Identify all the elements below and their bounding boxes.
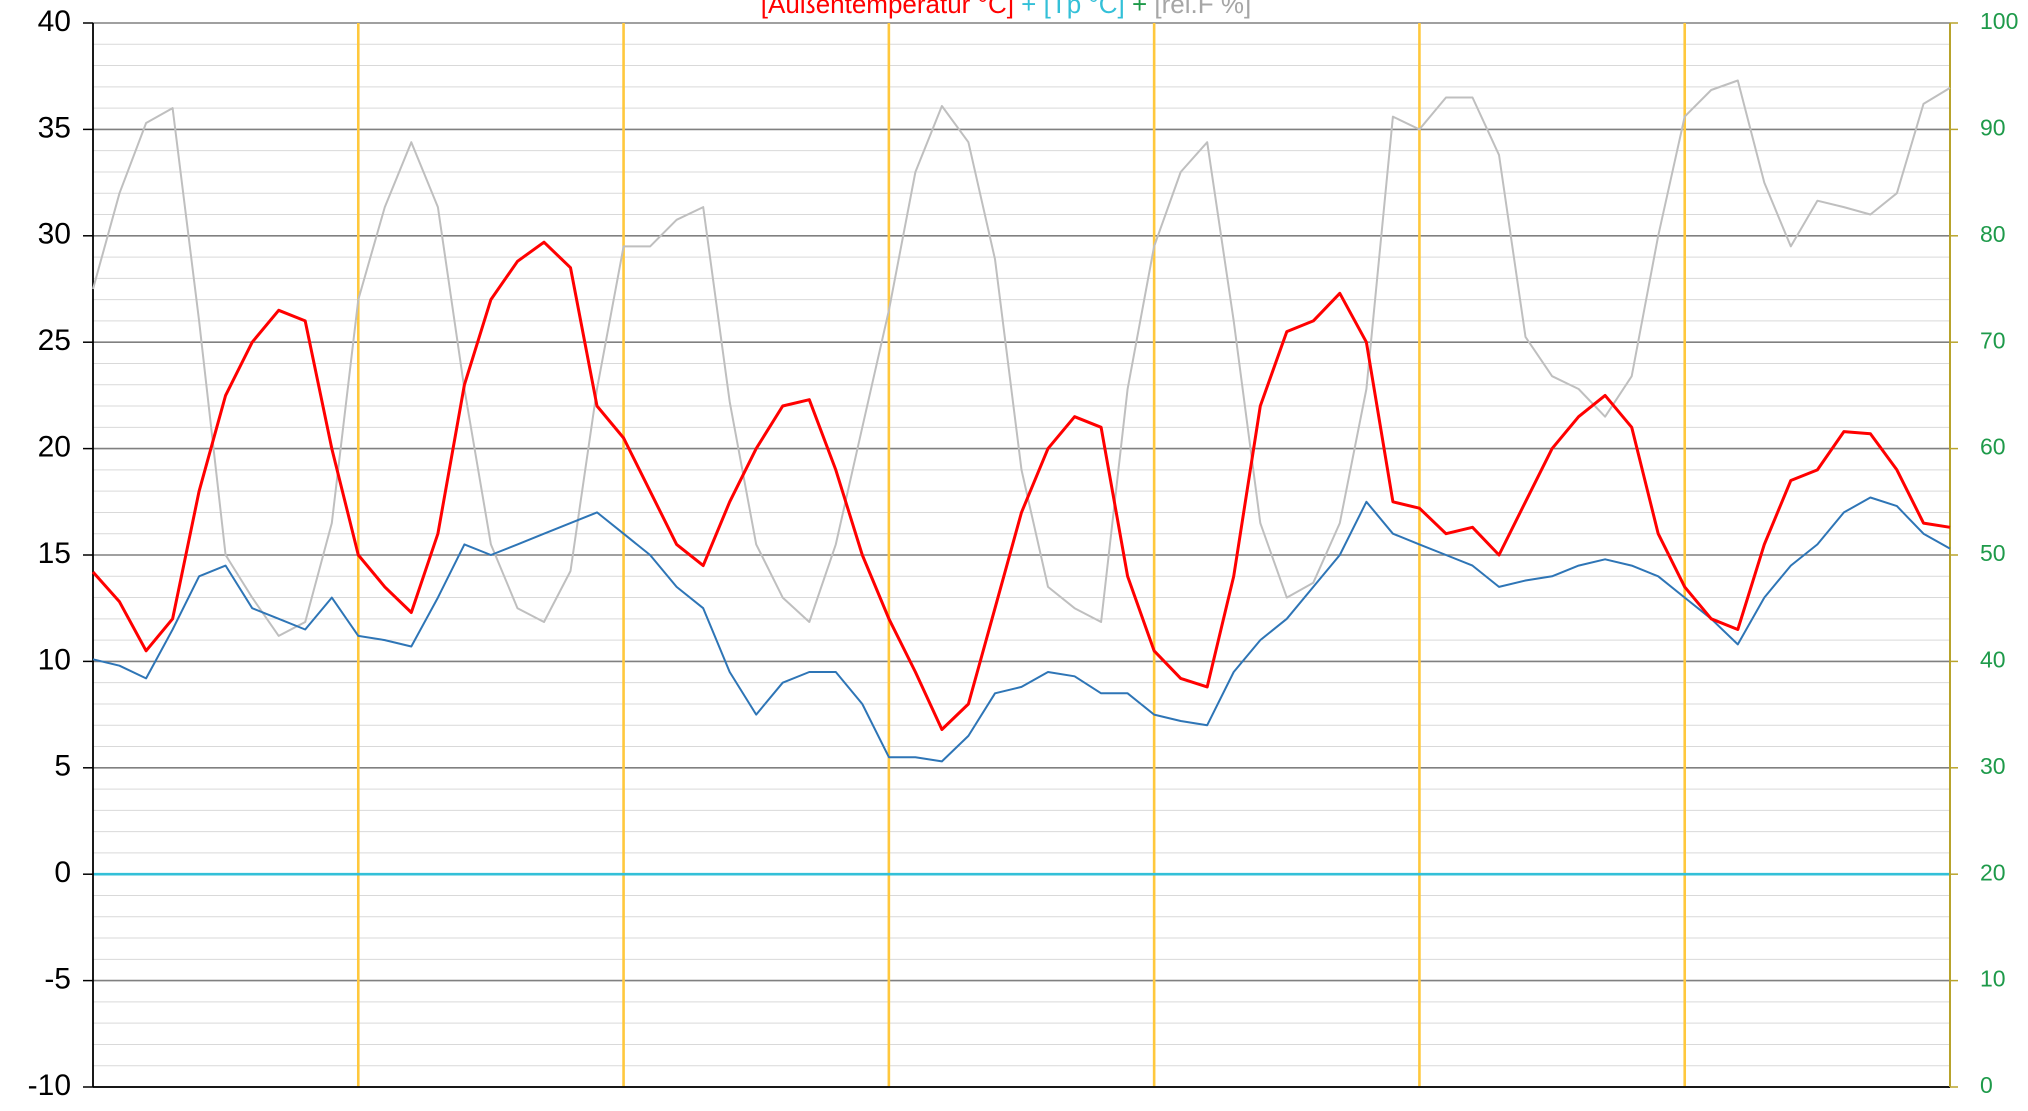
y-tick-label: 0	[54, 856, 71, 889]
y2-tick-label: 10	[1980, 966, 2006, 992]
y2-tick-label: 90	[1980, 114, 2006, 140]
y2-tick-label: 100	[1980, 8, 2018, 34]
y-tick-label: 5	[54, 750, 71, 783]
series-line	[91, 240, 1951, 731]
y2-tick-label: 30	[1980, 753, 2006, 779]
y-tick-label: -10	[28, 1069, 71, 1102]
title-part: +	[1125, 0, 1155, 19]
y2-tick-label: 20	[1980, 859, 2006, 885]
y-tick-label: 10	[38, 643, 71, 676]
y2-tick-label: 80	[1980, 221, 2006, 247]
title-part: [Außentemperatur °C]	[761, 0, 1014, 19]
y2-tick-label: 70	[1980, 327, 2006, 353]
title-part: +	[1014, 0, 1044, 19]
y-tick-label: 15	[38, 537, 71, 570]
series-line	[92, 79, 1951, 637]
y2-tick-label: 50	[1980, 540, 2006, 566]
y2-tick-label: 0	[1980, 1072, 1993, 1098]
y-tick-label: 20	[38, 431, 71, 464]
y-tick-label: 40	[38, 5, 71, 38]
y-tick-label: 25	[38, 324, 71, 357]
chart-title: [Außentemperatur °C] + [Tp °C] + [rel.F …	[761, 0, 1251, 19]
series-line	[92, 496, 1951, 763]
y-tick-label: 30	[38, 218, 71, 251]
title-part: [Tp °C]	[1044, 0, 1125, 19]
y-tick-label: -5	[44, 963, 71, 996]
y2-tick-label: 40	[1980, 646, 2006, 672]
title-part: [rel.F %]	[1154, 0, 1251, 19]
y2-tick-label: 60	[1980, 434, 2006, 460]
y-tick-label: 35	[38, 111, 71, 144]
